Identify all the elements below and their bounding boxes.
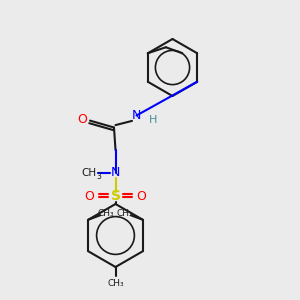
Text: N: N <box>132 109 141 122</box>
Text: CH: CH <box>82 167 97 178</box>
Text: O: O <box>137 190 146 203</box>
Text: O: O <box>85 190 94 203</box>
Text: CH₃: CH₃ <box>116 209 133 218</box>
Text: CH₃: CH₃ <box>98 209 115 218</box>
Text: 3: 3 <box>96 172 101 181</box>
Text: O: O <box>78 113 87 126</box>
Text: H: H <box>149 115 157 125</box>
Text: S: S <box>110 190 121 203</box>
Text: N: N <box>111 166 120 179</box>
Text: CH₃: CH₃ <box>107 279 124 288</box>
